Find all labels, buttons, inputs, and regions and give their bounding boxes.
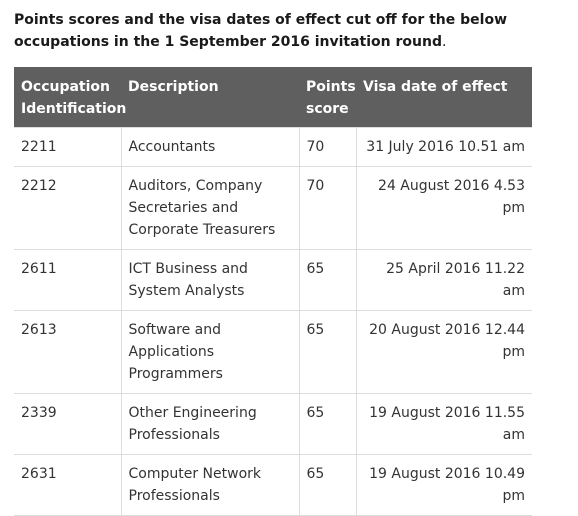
heading-text: Points scores and the visa dates of effe… [14, 12, 508, 50]
cell-occupation-id: 2613 [14, 310, 121, 394]
cell-description: Software and Applications Programmers [120, 310, 299, 394]
heading-period: . [441, 34, 447, 50]
occupations-table: Occupation Identification Description Po… [14, 67, 532, 516]
table-row: 2339 Other Engineering Professionals 65 … [14, 393, 532, 455]
cell-description: Accountants [120, 127, 299, 167]
table-row: 2212 Auditors, Company Secretaries and C… [14, 166, 532, 250]
cell-occupation-id: 2211 [14, 127, 121, 167]
cell-description: Other Engineering Professionals [120, 393, 299, 455]
cell-visa-date: 24 August 2016 4.53 pm [355, 166, 532, 250]
table-row: 2631 Computer Network Professionals 65 1… [14, 454, 532, 516]
cell-points: 65 [298, 310, 356, 394]
header-row: Occupation Identification Description Po… [14, 67, 532, 128]
table-body: 2211 Accountants 70 31 July 2016 10.51 a… [14, 127, 532, 516]
cell-description: Computer Network Professionals [120, 454, 299, 516]
cell-points: 65 [298, 454, 356, 516]
cell-visa-date: 19 August 2016 11.55 am [355, 393, 532, 455]
cell-occupation-id: 2339 [14, 393, 121, 455]
table-header: Occupation Identification Description Po… [14, 67, 532, 128]
header-occupation: Occupation Identification [14, 67, 126, 128]
table-row: 2211 Accountants 70 31 July 2016 10.51 a… [14, 127, 532, 167]
page-heading: Points scores and the visa dates of effe… [14, 9, 554, 53]
cell-description: Auditors, Company Secretaries and Corpor… [120, 166, 299, 250]
cell-description: ICT Business and System Analysts [120, 249, 299, 311]
cell-occupation-id: 2631 [14, 454, 121, 516]
table-row: 2613 Software and Applications Programme… [14, 310, 532, 394]
cell-visa-date: 20 August 2016 12.44 pm [355, 310, 532, 394]
cell-occupation-id: 2212 [14, 166, 121, 250]
cell-visa-date: 25 April 2016 11.22 am [355, 249, 532, 311]
cell-points: 70 [298, 127, 356, 167]
cell-occupation-id: 2611 [14, 249, 121, 311]
cell-visa-date: 19 August 2016 10.49 pm [355, 454, 532, 516]
table-row: 2611 ICT Business and System Analysts 65… [14, 249, 532, 311]
header-points: Points score [299, 67, 356, 128]
cell-points: 70 [298, 166, 356, 250]
cell-points: 65 [298, 249, 356, 311]
header-description: Description [121, 67, 299, 128]
cell-points: 65 [298, 393, 356, 455]
header-visa-date: Visa date of effect [356, 67, 532, 128]
cell-visa-date: 31 July 2016 10.51 am [355, 127, 532, 167]
